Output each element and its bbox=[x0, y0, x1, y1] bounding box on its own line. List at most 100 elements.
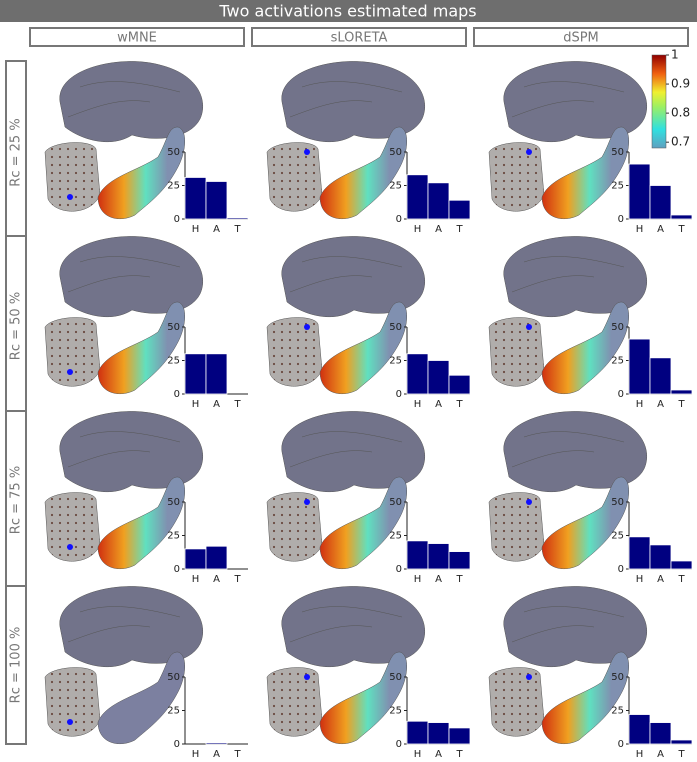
x-tick-label: T bbox=[677, 399, 685, 410]
source-dot bbox=[526, 499, 532, 505]
brain bbox=[59, 61, 204, 143]
temporal-lobe bbox=[319, 651, 407, 744]
brain bbox=[281, 411, 426, 493]
temporal-lobe bbox=[97, 126, 185, 219]
title-bar bbox=[0, 0, 697, 22]
column-header-box bbox=[29, 27, 245, 47]
source-patch bbox=[266, 142, 323, 212]
temporal-lobe bbox=[97, 651, 185, 744]
column-header: wMNE bbox=[117, 31, 157, 46]
x-tick-label: H bbox=[636, 574, 644, 585]
x-tick-label: T bbox=[455, 574, 463, 585]
brain-sulcus bbox=[67, 606, 181, 643]
bar bbox=[670, 560, 693, 570]
brain-sulcus bbox=[289, 606, 403, 643]
y-tick-label: 0 bbox=[618, 739, 624, 750]
x-tick-label: H bbox=[414, 574, 422, 585]
bar bbox=[226, 217, 249, 220]
y-tick-label: 0 bbox=[618, 214, 624, 225]
y-tick-label: 0 bbox=[618, 389, 624, 400]
column-header-box bbox=[251, 27, 467, 47]
temporal-lobe bbox=[97, 301, 185, 394]
brain bbox=[503, 236, 648, 318]
bar bbox=[670, 214, 693, 220]
source-patch bbox=[44, 142, 101, 212]
y-tick-label: 50 bbox=[389, 322, 402, 333]
colorbar-tick-label: 1 bbox=[671, 48, 679, 62]
bar bbox=[448, 727, 471, 745]
x-tick-label: T bbox=[233, 224, 241, 235]
brain-sulcus bbox=[67, 256, 181, 293]
y-tick-label: 0 bbox=[174, 564, 180, 575]
y-tick-label: 0 bbox=[174, 739, 180, 750]
row-header-box bbox=[5, 585, 27, 745]
source-dot bbox=[526, 674, 532, 680]
x-tick-label: A bbox=[213, 224, 220, 235]
brain bbox=[503, 411, 648, 493]
row-header: Rc = 25 % bbox=[9, 118, 24, 186]
brain bbox=[59, 236, 204, 318]
x-tick-label: H bbox=[192, 749, 200, 760]
brain-sulcus bbox=[289, 431, 403, 468]
x-tick-label: T bbox=[455, 224, 463, 235]
bar bbox=[448, 374, 471, 395]
source-patch bbox=[266, 317, 323, 387]
x-tick-label: T bbox=[233, 399, 241, 410]
temporal-lobe bbox=[541, 476, 629, 569]
source-patch bbox=[488, 667, 545, 737]
brain-sulcus bbox=[67, 81, 181, 118]
y-tick-label: 50 bbox=[389, 147, 402, 158]
bar bbox=[406, 174, 429, 220]
bar bbox=[427, 182, 450, 220]
bar bbox=[649, 357, 672, 395]
x-tick-label: H bbox=[414, 749, 422, 760]
bar bbox=[628, 714, 651, 745]
y-tick-label: 50 bbox=[167, 497, 180, 508]
x-tick-label: T bbox=[233, 749, 241, 760]
colorbar-tick-label: 0.7 bbox=[671, 135, 690, 149]
source-patch bbox=[266, 667, 323, 737]
bar bbox=[448, 199, 471, 220]
source-patch bbox=[44, 667, 101, 737]
source-dot bbox=[67, 194, 73, 200]
bar bbox=[427, 722, 450, 745]
x-tick-label: A bbox=[657, 574, 664, 585]
x-tick-label: H bbox=[192, 574, 200, 585]
x-tick-label: H bbox=[192, 224, 200, 235]
brain-sulcus bbox=[67, 431, 181, 468]
y-tick-label: 50 bbox=[389, 672, 402, 683]
temporal-lobe bbox=[319, 476, 407, 569]
y-tick-label: 50 bbox=[389, 497, 402, 508]
source-dot bbox=[304, 499, 310, 505]
bar bbox=[184, 353, 207, 395]
column-header-box bbox=[473, 27, 689, 47]
x-tick-label: T bbox=[455, 399, 463, 410]
bar bbox=[205, 545, 228, 570]
bar bbox=[427, 360, 450, 395]
brain-sulcus bbox=[511, 81, 625, 118]
y-tick-label: 0 bbox=[618, 564, 624, 575]
brain-sulcus bbox=[289, 256, 403, 293]
bar bbox=[205, 181, 228, 220]
y-tick-label: 0 bbox=[174, 214, 180, 225]
x-tick-label: T bbox=[455, 749, 463, 760]
bar bbox=[649, 185, 672, 220]
x-tick-label: A bbox=[213, 399, 220, 410]
bar bbox=[406, 353, 429, 395]
y-tick-label: 50 bbox=[167, 322, 180, 333]
brain bbox=[281, 586, 426, 668]
colorbar bbox=[651, 54, 667, 149]
row-header: Rc = 75 % bbox=[9, 466, 24, 534]
bar bbox=[649, 722, 672, 745]
colorbar-tick-label: 0.9 bbox=[671, 77, 690, 91]
x-tick-label: A bbox=[435, 399, 442, 410]
brain-sulcus bbox=[511, 256, 625, 293]
colorbar-tick-label: 0.8 bbox=[671, 106, 690, 120]
bar bbox=[184, 548, 207, 570]
source-patch bbox=[488, 317, 545, 387]
brain bbox=[503, 61, 648, 143]
x-tick-label: T bbox=[677, 574, 685, 585]
temporal-lobe bbox=[319, 126, 407, 219]
brain bbox=[281, 236, 426, 318]
